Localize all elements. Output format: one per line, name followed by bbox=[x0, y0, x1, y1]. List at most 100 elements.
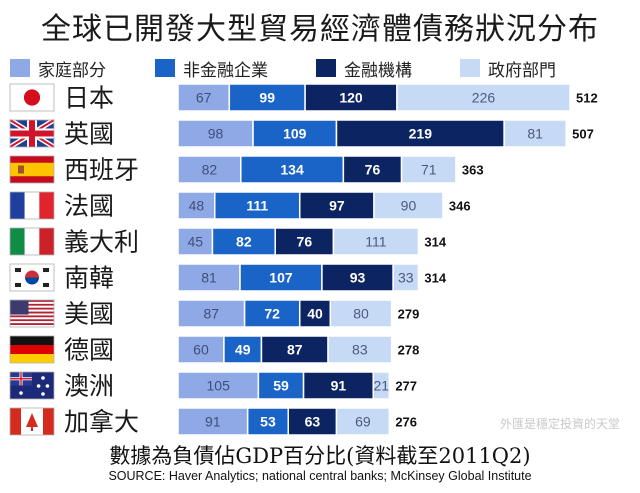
flag-cross-red bbox=[10, 130, 54, 137]
bar-segment-financial bbox=[321, 263, 394, 292]
legend-swatch-financial bbox=[316, 59, 336, 77]
total-label: 346 bbox=[449, 199, 471, 214]
flag-star bbox=[36, 384, 41, 388]
flag-trigram bbox=[15, 283, 21, 287]
category-label: 南韓 bbox=[64, 264, 114, 293]
bar-segment-financial bbox=[287, 407, 338, 436]
data-label-government: 33 bbox=[398, 270, 414, 286]
flag-taeguk-blue bbox=[25, 277, 39, 285]
data-label-financial: 76 bbox=[365, 162, 381, 178]
total-label: 314 bbox=[424, 235, 446, 250]
flag-stripe bbox=[24, 228, 40, 255]
data-label-household: 98 bbox=[208, 126, 224, 142]
flag-stripe-red bbox=[10, 315, 54, 318]
spain-flag-icon bbox=[9, 155, 55, 184]
flag-stripe bbox=[10, 162, 54, 177]
bar-row: 澳洲 105 59 91 21 277 bbox=[9, 371, 417, 401]
flag-stripe-white bbox=[10, 321, 54, 324]
category-label: 澳洲 bbox=[64, 372, 114, 401]
legend-swatch-household bbox=[10, 59, 30, 77]
data-label-financial: 120 bbox=[339, 90, 363, 106]
flag-star bbox=[41, 392, 45, 396]
total-label: 276 bbox=[395, 415, 417, 430]
bar-segment-financial bbox=[342, 155, 403, 184]
bar-row: 日本 67 99 120 226 512 bbox=[9, 83, 598, 113]
bar-row: 德國 60 49 87 83 278 bbox=[9, 335, 419, 365]
flag-stripe bbox=[10, 228, 25, 255]
category-label: 西班牙 bbox=[64, 156, 139, 185]
bar-segment-corporate bbox=[239, 263, 323, 292]
flag-border bbox=[9, 191, 55, 220]
category-label: 加拿大 bbox=[64, 408, 139, 437]
bar-segment-household bbox=[177, 371, 260, 400]
flag-cross-red bbox=[10, 378, 32, 380]
legend-label-government: 政府部門 bbox=[488, 60, 556, 81]
flag-star bbox=[45, 384, 50, 388]
data-label-government: 83 bbox=[352, 342, 368, 358]
flag-border bbox=[9, 407, 55, 436]
bar-segment-financial bbox=[260, 335, 329, 364]
flag-maple-stem bbox=[31, 426, 33, 431]
bar-segment-household bbox=[177, 227, 214, 256]
legend-label-household: 家庭部分 bbox=[38, 60, 106, 81]
legend-item-financial: 金融機構 bbox=[316, 56, 412, 81]
flag-stripe-red bbox=[10, 319, 54, 322]
data-label-corporate: 82 bbox=[236, 234, 252, 250]
flag-stripe bbox=[10, 336, 54, 345]
chart-source: SOURCE: Haver Analytics; national centra… bbox=[108, 469, 532, 483]
uk-flag-icon bbox=[8, 117, 56, 150]
category-label: 英國 bbox=[64, 120, 114, 149]
total-label: 314 bbox=[424, 271, 446, 286]
bar-row: 南韓 81 107 93 33 314 bbox=[9, 263, 447, 293]
data-label-household: 91 bbox=[205, 414, 221, 430]
data-label-household: 87 bbox=[204, 306, 220, 322]
total-label: 277 bbox=[395, 379, 417, 394]
bar-segment-government bbox=[503, 119, 567, 148]
bar-segment-household bbox=[177, 263, 241, 292]
data-label-household: 105 bbox=[207, 378, 231, 394]
flag-star bbox=[41, 376, 45, 380]
flag-emblem bbox=[18, 165, 24, 174]
data-label-government: 21 bbox=[373, 378, 389, 394]
flag-border bbox=[9, 155, 55, 184]
bar-segment-corporate bbox=[257, 371, 305, 400]
bar-segment-government bbox=[372, 371, 391, 400]
flag-stripe-red bbox=[10, 307, 54, 310]
data-label-government: 81 bbox=[527, 126, 543, 142]
data-label-government: 69 bbox=[355, 414, 371, 430]
flag-stripe-white bbox=[10, 317, 54, 320]
chart-footnote: 數據為負債佔GDP百分比(資料截至2011Q2) bbox=[109, 444, 531, 468]
flag-stripe bbox=[10, 192, 25, 219]
chart-title: 全球已開發大型貿易經濟體債務狀況分布 bbox=[41, 12, 599, 47]
flag-border bbox=[9, 299, 55, 328]
data-label-government: 111 bbox=[365, 234, 386, 250]
bar-row: 美國 87 72 40 80 279 bbox=[9, 299, 419, 329]
category-label: 日本 bbox=[64, 84, 114, 113]
total-label: 512 bbox=[576, 91, 598, 106]
flag-stripe bbox=[39, 228, 54, 255]
data-label-corporate: 49 bbox=[235, 342, 251, 358]
flag-border bbox=[9, 227, 55, 256]
flag-stripe bbox=[10, 345, 54, 354]
data-label-financial: 87 bbox=[287, 342, 303, 358]
flag-canton bbox=[10, 300, 29, 315]
japan-flag-icon bbox=[9, 83, 55, 112]
flag-trigram bbox=[15, 268, 21, 272]
category-label: 法國 bbox=[64, 192, 114, 221]
category-label: 德國 bbox=[64, 336, 114, 365]
germany-flag-icon bbox=[9, 335, 55, 364]
bar-segment-corporate bbox=[223, 335, 263, 364]
data-label-corporate: 59 bbox=[273, 378, 289, 394]
flag-stripe-red bbox=[10, 303, 54, 306]
bar-segment-government bbox=[392, 263, 420, 292]
bar-segment-government bbox=[335, 407, 391, 436]
flag-stripe-red bbox=[10, 311, 54, 314]
data-label-financial: 97 bbox=[329, 198, 345, 214]
france-flag-icon bbox=[9, 191, 55, 220]
bar-segment-household bbox=[177, 335, 225, 364]
flag-stripe-white bbox=[10, 313, 54, 316]
data-label-corporate: 72 bbox=[264, 306, 280, 322]
flag-band bbox=[43, 408, 54, 435]
bar-segment-government bbox=[329, 299, 393, 328]
